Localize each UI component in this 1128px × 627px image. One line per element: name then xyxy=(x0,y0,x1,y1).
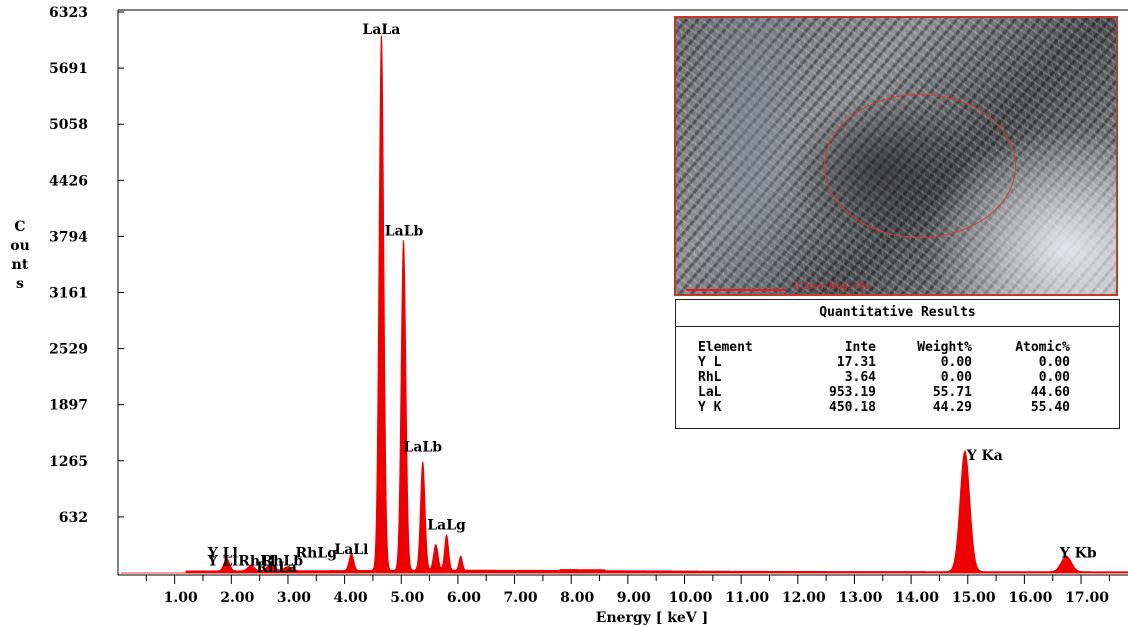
y-tick-label: 1265 xyxy=(49,454,88,470)
results-table: Element Inte Weight% Atomic% Y L 17.31 0… xyxy=(698,340,1070,415)
table-row: RhL 3.64 0.00 0.00 xyxy=(698,370,1070,385)
y-tick-label: 4426 xyxy=(49,173,88,189)
spectrum-area xyxy=(120,35,1128,574)
y-tick-label: 632 xyxy=(59,510,88,526)
y-tick-label: 1897 xyxy=(49,398,88,414)
x-tick-label: 10.00 xyxy=(669,590,713,606)
y-tick-label: 5058 xyxy=(49,117,88,133)
y-axis-title: Counts xyxy=(10,219,30,292)
peak-label: LaLb xyxy=(385,224,424,240)
x-tick-label: 12.00 xyxy=(782,590,826,606)
results-title: Quantitative Results xyxy=(676,300,1119,327)
x-tick-label: 9.00 xyxy=(617,590,651,606)
x-tick-label: 15.00 xyxy=(952,590,996,606)
y-tick-label: 2529 xyxy=(49,342,88,358)
peak-label: Y Ll xyxy=(207,554,238,570)
table-row: LaL 953.19 55.71 44.60 xyxy=(698,385,1070,400)
peak-label: LaLg xyxy=(427,517,466,533)
cell-weight: 0.00 xyxy=(940,355,972,370)
x-axis-title: Energy [ keV ] xyxy=(596,610,708,626)
x-tick-label: 13.00 xyxy=(839,590,883,606)
y-tick-label: 3161 xyxy=(49,286,88,302)
y-tick-label: 3794 xyxy=(49,229,88,245)
peak-label: LaLl xyxy=(334,542,368,558)
results-header-row: Element Inte Weight% Atomic% xyxy=(698,340,1070,355)
peak-label: Y Ka xyxy=(966,448,1003,464)
cell-inte: 17.31 xyxy=(836,355,876,370)
cell-weight: 0.00 xyxy=(940,370,972,385)
header-atomic: Atomic% xyxy=(1015,340,1070,355)
cell-element: Y K xyxy=(698,400,722,415)
x-axis-ticks: 1.00 2.00 3.00 4.00 5.00 6.00 7.00 8.00 9.00 10.0… xyxy=(145,575,1110,606)
x-tick-label: 16.00 xyxy=(1008,590,1052,606)
x-tick-label: 5.00 xyxy=(390,590,424,606)
cell-weight: 44.29 xyxy=(932,400,972,415)
peak-labels: LaLa LaLb LaLb LaLg LaLl Y LlY Ll RhLlRhLbRhLa… xyxy=(207,22,1097,576)
peak-label: LaLa xyxy=(363,22,401,38)
sample-micrograph: 0.1mm Mag. 70x xyxy=(674,16,1118,296)
peak-label: Y Kb xyxy=(1059,546,1097,562)
table-row: Y K 450.18 44.29 55.40 xyxy=(698,400,1070,415)
peak-label: Y Ll xyxy=(207,546,238,562)
x-tick-label: 14.00 xyxy=(895,590,939,606)
scale-bar-label: 0.1mm Mag. 70x xyxy=(794,282,871,292)
cell-inte: 953.19 xyxy=(829,385,876,400)
cell-element: LaL xyxy=(698,385,722,400)
cell-atomic: 55.40 xyxy=(1030,400,1070,415)
quantitative-results-panel: Quantitative Results Element Inte Weight… xyxy=(675,299,1120,429)
x-tick-label: 2.00 xyxy=(220,590,254,606)
y-tick-label: 5691 xyxy=(49,61,88,77)
cell-atomic: 0.00 xyxy=(1038,355,1070,370)
peak-label: LaLb xyxy=(403,440,442,456)
x-tick-label: 17.00 xyxy=(1065,590,1109,606)
table-row: Y L 17.31 0.00 0.00 xyxy=(698,355,1070,370)
header-weight: Weight% xyxy=(917,340,972,355)
cell-inte: 450.18 xyxy=(829,400,876,415)
y-axis-ticks: 632 1265 1897 2529 3161 3794 4426 5058 5691 6323 xyxy=(49,5,124,526)
cell-element: RhL xyxy=(698,370,722,385)
peak-label: RhLa xyxy=(256,560,297,576)
peak-label: RhLb xyxy=(262,554,304,570)
header-inte: Inte xyxy=(844,340,876,355)
scale-bar xyxy=(686,289,786,291)
peak-label: RhLl xyxy=(238,554,275,570)
peak-label: RhLg xyxy=(296,546,338,562)
header-element: Element xyxy=(698,340,753,355)
x-tick-label: 8.00 xyxy=(560,590,594,606)
x-tick-label: 3.00 xyxy=(277,590,311,606)
y-tick-label: 6323 xyxy=(49,5,88,21)
x-tick-label: 4.00 xyxy=(334,590,368,606)
cell-atomic: 0.00 xyxy=(1038,370,1070,385)
spectrum-series xyxy=(120,35,1128,574)
cell-inte: 3.64 xyxy=(844,370,876,385)
x-tick-label: 1.00 xyxy=(164,590,198,606)
x-tick-label: 11.00 xyxy=(725,590,769,606)
cell-element: Y L xyxy=(698,355,722,370)
x-tick-label: 6.00 xyxy=(447,590,481,606)
cell-atomic: 44.60 xyxy=(1030,385,1070,400)
cell-weight: 55.71 xyxy=(932,385,972,400)
x-tick-label: 7.00 xyxy=(503,590,537,606)
analysis-region-circle xyxy=(824,94,1016,238)
